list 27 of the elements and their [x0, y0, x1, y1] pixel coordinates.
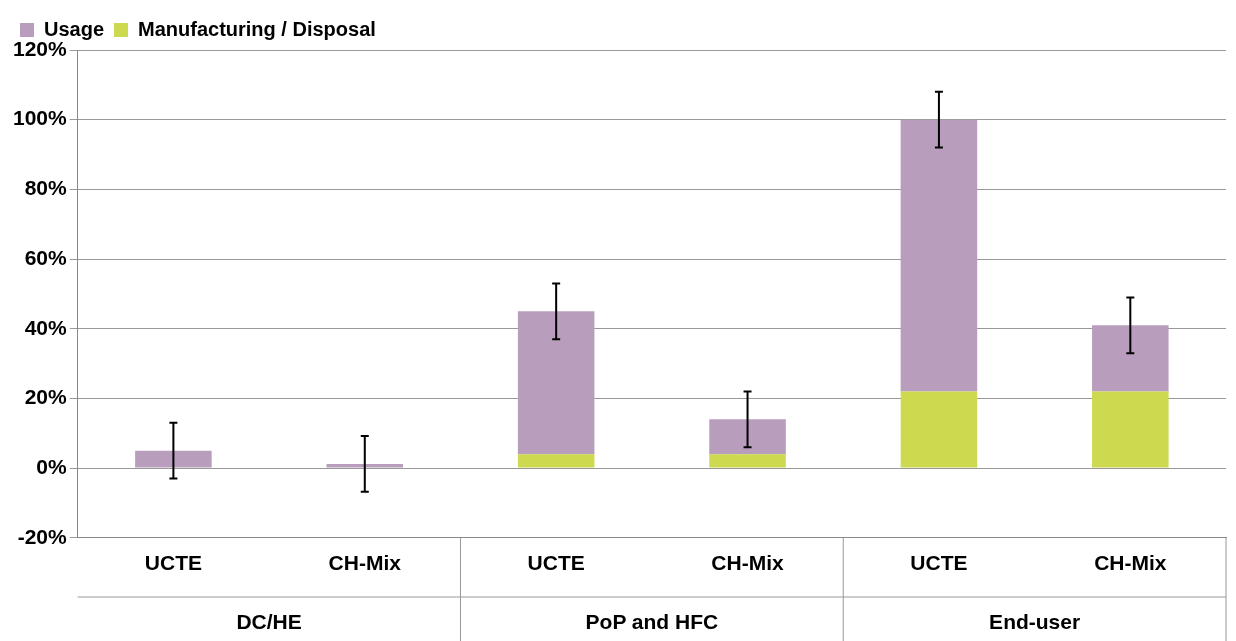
bar [1092, 325, 1169, 392]
y-tick-label: 0% [36, 454, 68, 478]
bar [709, 419, 786, 455]
bar [900, 119, 978, 392]
x-tick-label: CH-Mix [1094, 551, 1167, 575]
bar [517, 454, 595, 468]
bar [900, 391, 978, 468]
text: End-user [989, 609, 1081, 633]
y-tick-label: 100% [12, 106, 68, 130]
x-tick-label: UCTE [910, 551, 968, 575]
bar [517, 311, 595, 455]
text: DC/HE [236, 609, 302, 633]
x-tick-label: CH-Mix [711, 551, 785, 575]
bar [326, 463, 404, 468]
bar [135, 450, 212, 468]
bar [1092, 391, 1169, 468]
legend-label: Manufacturing / Disposal [138, 17, 376, 40]
x-tick-label: UCTE [527, 551, 585, 575]
y-tick-label: 40% [24, 315, 68, 339]
bar [709, 454, 786, 468]
text: PoP and HFC [585, 609, 719, 633]
x-tick-label: CH-Mix [328, 551, 402, 575]
y-tick-label: 20% [24, 385, 68, 409]
y-tick-label: 80% [24, 176, 68, 200]
y-tick-label: -20% [17, 524, 68, 548]
y-tick-label: 60% [24, 245, 68, 269]
x-tick-label: UCTE [144, 551, 202, 575]
